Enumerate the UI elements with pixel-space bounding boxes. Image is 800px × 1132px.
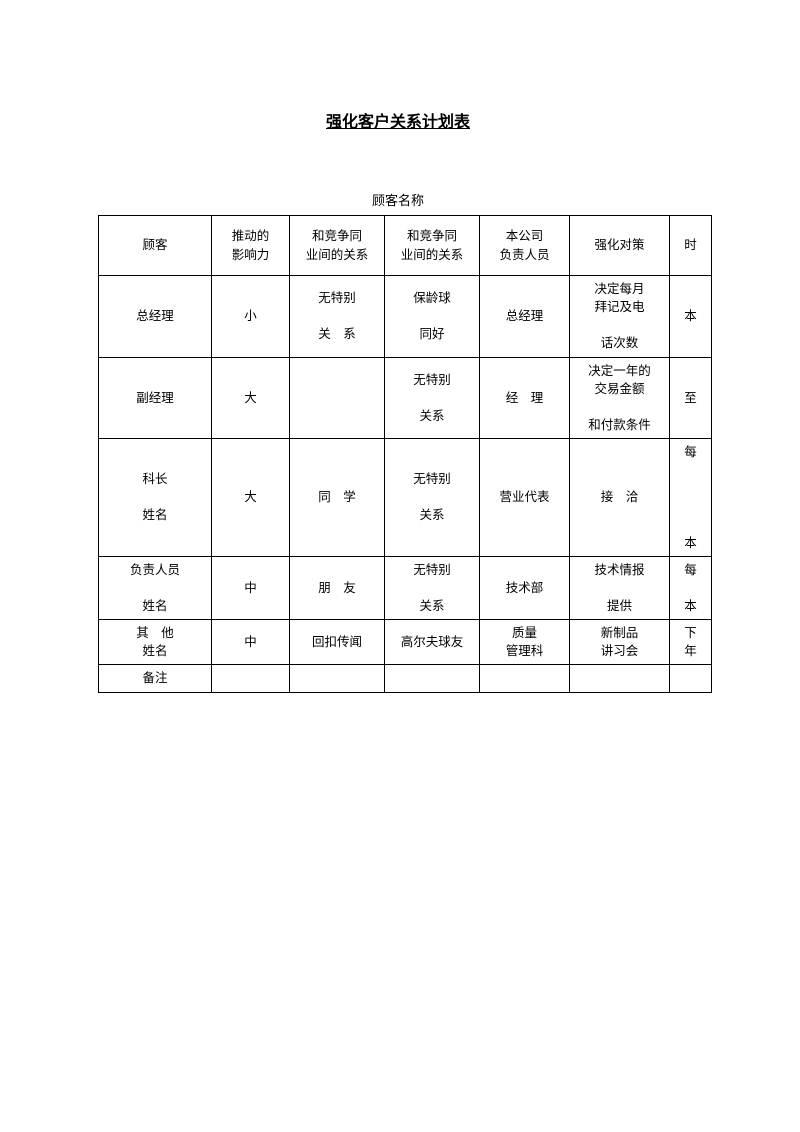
cell: [212, 665, 290, 692]
cell: 其 他 姓名: [99, 620, 212, 665]
cell: 副经理: [99, 357, 212, 439]
cell: 无特别 关 系: [290, 276, 385, 358]
plan-table: 顾客 推动的 影响力 和竞争同 业间的关系 和竞争同 业间的关系 本公司 负责人…: [98, 215, 712, 693]
table-row-remarks: 备注: [99, 665, 712, 692]
cell: 无特别 关系: [385, 439, 480, 557]
table-row: 负责人员 姓名 中 朋 友 无特别 关系 技术部 技术情报 提供 每 本: [99, 556, 712, 619]
cell: 大: [212, 357, 290, 439]
header-strategy: 强化对策: [570, 216, 670, 276]
cell: 每 本: [670, 556, 712, 619]
cell: 高尔夫球友: [385, 620, 480, 665]
page-title: 强化客户关系计划表: [98, 108, 698, 132]
cell: 技术部: [480, 556, 570, 619]
cell: 总经理: [480, 276, 570, 358]
cell: 经 理: [480, 357, 570, 439]
cell: 接 洽: [570, 439, 670, 557]
cell: 决定每月 拜记及电 话次数: [570, 276, 670, 358]
cell: 朋 友: [290, 556, 385, 619]
cell: 科长 姓名: [99, 439, 212, 557]
table-row: 总经理 小 无特别 关 系 保龄球 同好 总经理 决定每月 拜记及电 话次数 本: [99, 276, 712, 358]
header-time: 时: [670, 216, 712, 276]
table-row: 科长 姓名 大 同 学 无特别 关系 营业代表 接 洽 每 本: [99, 439, 712, 557]
cell: 同 学: [290, 439, 385, 557]
cell: [570, 665, 670, 692]
cell: 每 本: [670, 439, 712, 557]
cell: 总经理: [99, 276, 212, 358]
header-competitor-rel-2: 和竞争同 业间的关系: [385, 216, 480, 276]
cell: 下 年: [670, 620, 712, 665]
cell: 至: [670, 357, 712, 439]
cell: 本: [670, 276, 712, 358]
cell: 技术情报 提供: [570, 556, 670, 619]
cell: 小: [212, 276, 290, 358]
cell: [385, 665, 480, 692]
cell: 保龄球 同好: [385, 276, 480, 358]
cell: 新制品 讲习会: [570, 620, 670, 665]
cell: 中: [212, 620, 290, 665]
table-row: 其 他 姓名 中 回扣传闻 高尔夫球友 质量 管理科 新制品 讲习会 下 年: [99, 620, 712, 665]
cell: 中: [212, 556, 290, 619]
cell: 负责人员 姓名: [99, 556, 212, 619]
header-owner: 本公司 负责人员: [480, 216, 570, 276]
cell: 决定一年的 交易金额 和付款条件: [570, 357, 670, 439]
header-customer: 顾客: [99, 216, 212, 276]
cell: 无特别 关系: [385, 357, 480, 439]
subtitle: 顾客名称: [98, 190, 698, 209]
cell: 无特别 关系: [385, 556, 480, 619]
cell: 质量 管理科: [480, 620, 570, 665]
cell: 大: [212, 439, 290, 557]
header-competitor-rel-1: 和竞争同 业间的关系: [290, 216, 385, 276]
cell: [290, 665, 385, 692]
table-row: 副经理 大 无特别 关系 经 理 决定一年的 交易金额 和付款条件 至: [99, 357, 712, 439]
cell-remarks-label: 备注: [99, 665, 212, 692]
cell: 营业代表: [480, 439, 570, 557]
header-influence: 推动的 影响力: [212, 216, 290, 276]
cell: [290, 357, 385, 439]
cell: [480, 665, 570, 692]
cell: [670, 665, 712, 692]
cell: 回扣传闻: [290, 620, 385, 665]
table-header-row: 顾客 推动的 影响力 和竞争同 业间的关系 和竞争同 业间的关系 本公司 负责人…: [99, 216, 712, 276]
